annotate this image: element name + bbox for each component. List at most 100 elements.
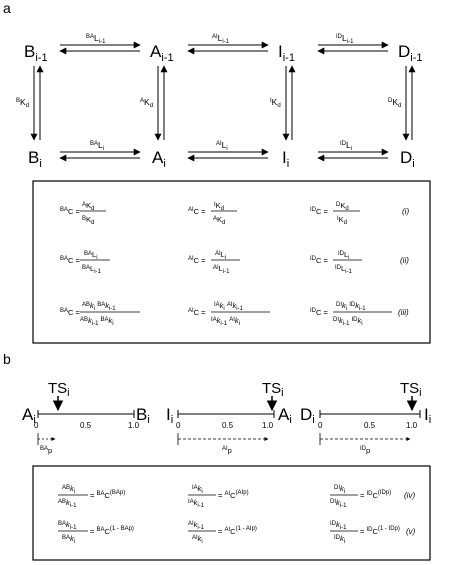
svg-text:1.0: 1.0 [262, 421, 274, 430]
rate-ai-top: AILi-1 [212, 33, 230, 45]
svg-text:ABki BAki-1: ABki BAki-1 [82, 301, 116, 312]
rate-ba-top: BALi-1 [86, 33, 106, 45]
equation-label-iii: (iii) [398, 308, 409, 317]
svg-text:IKd: IKd [214, 201, 224, 212]
kd-a: AKd [140, 97, 153, 109]
svg-text:= BAC(BAp): = BAC(BAp) [90, 490, 125, 500]
svg-text:AKd: AKd [82, 201, 94, 212]
node-d-bottom: Di [400, 148, 415, 170]
profile-ba-right: Bi [136, 405, 150, 426]
profile-id-ts: TSi [400, 380, 422, 399]
svg-text:AILi: AILi [215, 250, 226, 261]
node-i-top: Ii-1 [278, 42, 295, 64]
lhs-id-c: IDC = [310, 207, 329, 216]
equation-label-i: (i) [402, 207, 409, 216]
svg-text:ABki-1: ABki-1 [58, 498, 77, 509]
svg-text:DIki: DIki [334, 484, 345, 495]
svg-text:= IDC(IDp): = IDC(IDp) [360, 490, 391, 500]
svg-text:DKd: DKd [336, 201, 349, 212]
svg-text:AIki: AIki [192, 534, 203, 545]
svg-text:BAki-1: BAki-1 [58, 520, 77, 531]
svg-text:IDki: IDki [334, 534, 345, 545]
profile-ai-right: Ai [278, 405, 292, 426]
svg-text:0: 0 [318, 421, 323, 430]
svg-text:AIp: AIp [222, 446, 232, 455]
equation-label-v: (v) [406, 527, 416, 536]
node-b-top: Bi-1 [24, 42, 48, 64]
equation-row-ii: BAC = BALi BALi-1 AIC = AILi AILi-1 IDC … [60, 250, 409, 275]
svg-text:ABki-1 BAki: ABki-1 BAki [80, 316, 114, 327]
equilibrium-arrows-vertical [30, 65, 416, 141]
node-i-bottom: Ii [282, 148, 289, 170]
svg-text:AKd: AKd [213, 215, 225, 226]
profile-ai: Ii Ai TSi 0 0.5 1.0 AIp [166, 380, 292, 455]
svg-text:DIki IDki-1: DIki IDki-1 [336, 301, 366, 312]
equations-box-a [32, 180, 431, 344]
svg-text:IAki-1: IAki-1 [188, 498, 205, 509]
svg-text:AIC =: AIC = [188, 308, 206, 317]
svg-text:IDC =: IDC = [310, 256, 329, 265]
svg-text:0: 0 [34, 421, 39, 430]
rate-id-bottom: IDLi [340, 140, 352, 152]
profile-id: Di Ii TSi 0 0.5 1.0 IDp [300, 380, 431, 455]
kd-i: IKd [270, 97, 281, 109]
svg-text:1.0: 1.0 [128, 421, 140, 430]
svg-text:IDp: IDp [360, 446, 370, 455]
svg-text:ABki: ABki [62, 484, 75, 495]
equation-label-iv: (iv) [404, 491, 415, 500]
rate-id-top: IDLi-1 [336, 33, 354, 45]
lhs-ai-c: AIC = [188, 207, 206, 216]
equilibrium-arrows-top [59, 41, 389, 55]
equation-row-iii: BAC = ABki BAki-1 ABki-1 BAki AIC = IAki… [60, 301, 409, 327]
svg-text:DIki-1: DIki-1 [330, 498, 347, 509]
svg-text:= AIC(AIp): = AIC(AIp) [218, 490, 249, 500]
equation-label-ii: (ii) [400, 256, 409, 265]
svg-text:BALi-1: BALi-1 [82, 264, 102, 275]
svg-text:BAC =: BAC = [60, 256, 81, 265]
svg-text:BAp: BAp [40, 446, 52, 455]
svg-text:BKd: BKd [82, 215, 94, 226]
svg-text:IKd: IKd [337, 215, 347, 226]
svg-text:= BAC(1 - BAp): = BAC(1 - BAp) [90, 526, 134, 536]
svg-text:1.0: 1.0 [406, 421, 418, 430]
lhs-ba-c: BAC = [60, 207, 81, 216]
kd-b: BKd [16, 97, 29, 109]
profile-id-left: Di [300, 405, 315, 426]
node-b-bottom: Bi [28, 148, 42, 170]
svg-text:AILi-1: AILi-1 [213, 264, 230, 275]
svg-text:0.5: 0.5 [80, 421, 92, 430]
svg-text:0.5: 0.5 [364, 421, 376, 430]
profile-id-right: Ii [424, 405, 431, 426]
svg-text:IAki-1 AIki: IAki-1 AIki [211, 316, 240, 327]
equation-row-i: BAC = AKd BKd AIC = IKd AKd IDC = DKd IK… [60, 201, 409, 226]
panel-label-a: a [3, 0, 11, 16]
svg-text:BAC =: BAC = [60, 308, 81, 317]
svg-text:IDki-1: IDki-1 [330, 520, 347, 531]
svg-text:AIC =: AIC = [188, 256, 206, 265]
svg-text:0: 0 [176, 421, 181, 430]
panel-label-b: b [3, 351, 11, 367]
profile-ai-left: Ii [166, 405, 173, 426]
svg-text:DIki-1 IDki: DIki-1 IDki [333, 316, 363, 327]
svg-text:IDLi: IDLi [338, 250, 350, 261]
profile-ba: Ai Bi TSi 0 0.5 1.0 BAp [22, 380, 150, 455]
svg-text:IDLi-1: IDLi-1 [335, 264, 353, 275]
svg-text:= IDC(1 - IDp): = IDC(1 - IDp) [360, 526, 400, 536]
svg-text:AIki-1: AIki-1 [188, 520, 205, 531]
kd-d: DKd [388, 97, 401, 109]
equation-row-iv: ABki ABki-1 = BAC(BAp) IAki IAki-1 = AIC… [58, 484, 415, 509]
node-a-top: Ai-1 [150, 42, 174, 64]
svg-text:IDC =: IDC = [310, 308, 329, 317]
profile-ba-ts: TSi [48, 380, 70, 399]
svg-text:= AIC(1 - AIp): = AIC(1 - AIp) [218, 526, 257, 536]
node-a-bottom: Ai [152, 148, 166, 170]
svg-text:0.5: 0.5 [222, 421, 234, 430]
svg-text:IAki AIki-1: IAki AIki-1 [214, 301, 244, 312]
equations-box-b [32, 465, 431, 561]
svg-text:IAki: IAki [192, 484, 203, 495]
node-d-top: Di-1 [398, 42, 423, 64]
profile-ba-left: Ai [22, 405, 36, 426]
rate-ai-bottom: AILi [216, 140, 228, 152]
rate-ba-bottom: BALi [90, 140, 104, 152]
